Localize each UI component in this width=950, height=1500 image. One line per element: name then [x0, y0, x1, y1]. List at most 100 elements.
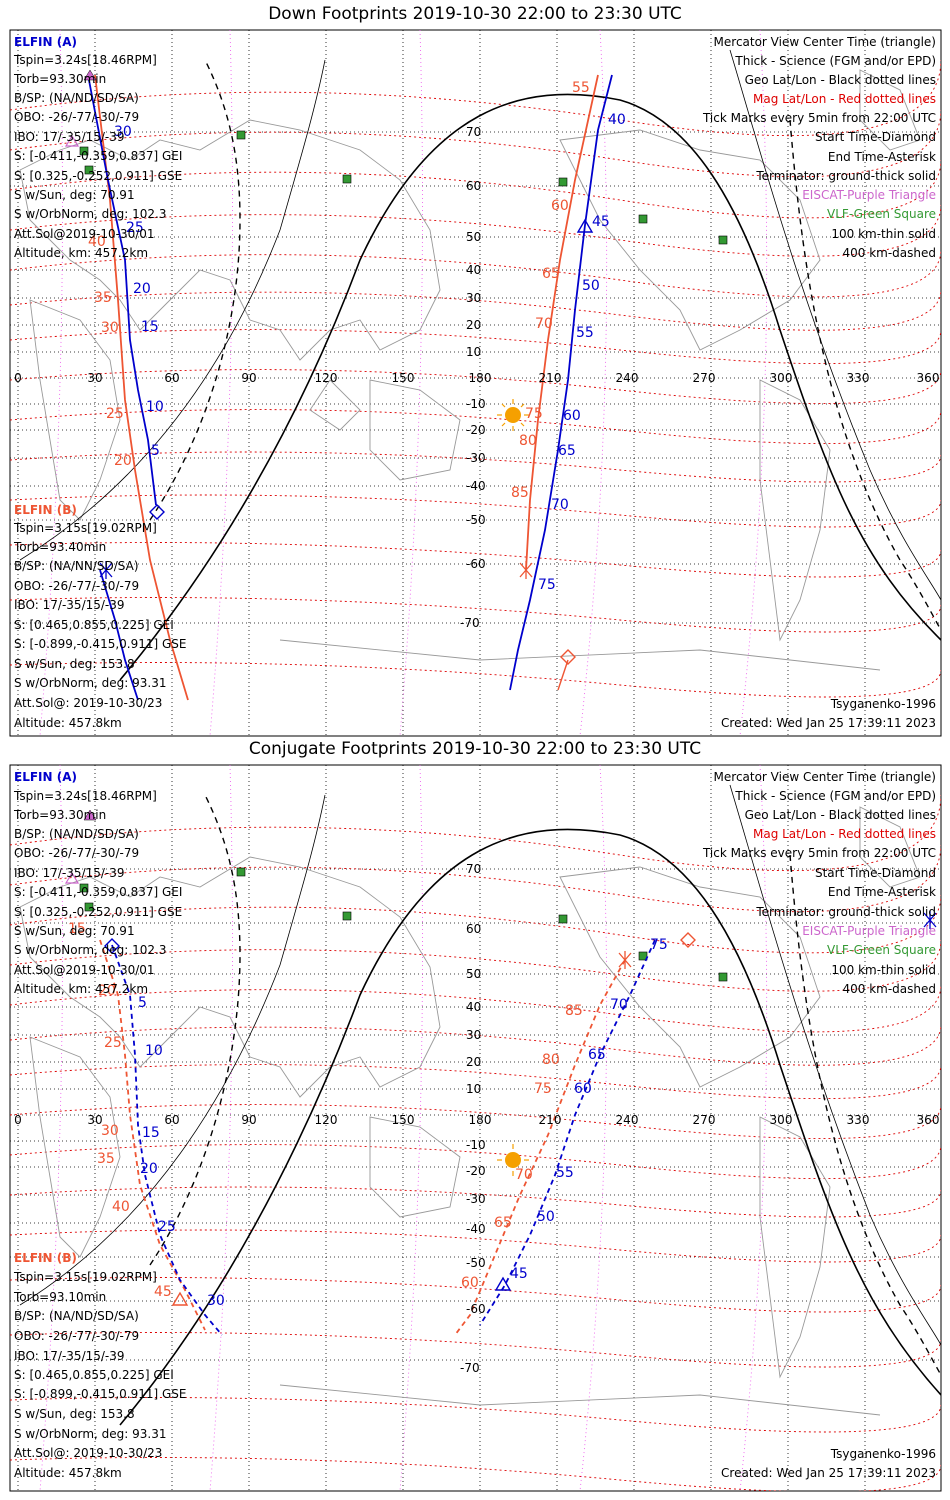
svg-text:Thick - Science (FGM and/or EP: Thick - Science (FGM and/or EPD) — [734, 54, 936, 68]
svg-text:150: 150 — [392, 1113, 415, 1127]
svg-text:Created: Wed Jan 25 17:39:11 2: Created: Wed Jan 25 17:39:11 2023 — [721, 1466, 936, 1480]
sun-icon — [497, 1144, 529, 1176]
down-map: 0 30 60 90 120 150 180 210 240 270 300 3… — [9, 29, 942, 737]
terminator-100km — [19, 784, 941, 1346]
svg-text:400 km-dashed: 400 km-dashed — [842, 246, 936, 260]
svg-text:5: 5 — [151, 443, 160, 459]
elfin-b-track-left — [94, 74, 189, 701]
svg-text:Geo Lat/Lon - Black dotted lin: Geo Lat/Lon - Black dotted lines — [745, 73, 936, 87]
svg-text:Tsyganenko-1996: Tsyganenko-1996 — [830, 1447, 936, 1461]
svg-text:60: 60 — [461, 1275, 479, 1291]
svg-text:S w/OrbNorm, deg: 93.31: S w/OrbNorm, deg: 93.31 — [14, 1427, 166, 1441]
elfin-b-conj-track-left — [99, 939, 206, 1331]
mag-grid — [10, 59, 941, 698]
svg-text:180: 180 — [469, 371, 492, 385]
svg-text:Att.Sol@: 2019-10-30/23: Att.Sol@: 2019-10-30/23 — [14, 1446, 162, 1460]
svg-text:45: 45 — [510, 1266, 528, 1282]
svg-text:-20: -20 — [466, 423, 486, 437]
svg-text:60: 60 — [551, 198, 569, 214]
svg-text:S w/Sun, deg: 70.91: S w/Sun, deg: 70.91 — [14, 188, 135, 202]
svg-text:B/SP: (NA/NN/SD/SA): B/SP: (NA/NN/SD/SA) — [14, 559, 139, 573]
svg-text:20: 20 — [114, 453, 132, 469]
svg-text:20: 20 — [140, 1161, 158, 1177]
svg-text:25: 25 — [158, 1219, 176, 1235]
svg-text:ELFIN (A): ELFIN (A) — [14, 770, 77, 784]
svg-text:120: 120 — [315, 1113, 338, 1127]
elfin-b-mag-labels: 85 80 75 70 65 60 15 20 25 30 35 40 45 — [68, 921, 583, 1300]
svg-text:-70: -70 — [460, 616, 480, 630]
svg-text:50: 50 — [466, 967, 481, 981]
svg-text:Altitude: 457.8km: Altitude: 457.8km — [14, 716, 122, 730]
svg-text:-60: -60 — [466, 1302, 486, 1316]
svg-text:S: [0.325,-0.252,0.911] GSE: S: [0.325,-0.252,0.911] GSE — [14, 169, 182, 183]
svg-text:400 km-dashed: 400 km-dashed — [842, 982, 936, 996]
svg-text:70: 70 — [551, 497, 569, 513]
svg-text:Tsyganenko-1996: Tsyganenko-1996 — [830, 697, 936, 711]
svg-text:25: 25 — [126, 220, 144, 236]
svg-text:0: 0 — [14, 371, 22, 385]
svg-text:ELFIN (A): ELFIN (A) — [14, 35, 77, 49]
svg-text:S w/Sun, deg: 70.91: S w/Sun, deg: 70.91 — [14, 924, 135, 938]
svg-text:B/SP: (NA/ND/SD/SA): B/SP: (NA/ND/SD/SA) — [14, 91, 139, 105]
svg-text:50: 50 — [466, 230, 481, 244]
elfin-a-conj-track-left — [111, 944, 223, 1336]
eiscat-site — [64, 134, 80, 147]
svg-text:Att.Sol@: 2019-10-30/23: Att.Sol@: 2019-10-30/23 — [14, 696, 162, 710]
svg-text:55: 55 — [556, 1165, 574, 1181]
svg-text:-60: -60 — [466, 557, 486, 571]
svg-text:40: 40 — [466, 263, 481, 277]
svg-text:60: 60 — [164, 1113, 179, 1127]
svg-text:45: 45 — [154, 1284, 172, 1300]
svg-text:65: 65 — [494, 1215, 512, 1231]
svg-text:ELFIN (B): ELFIN (B) — [14, 1251, 77, 1265]
lon-tick-labels: 0 30 60 90 120 150 180 210 240 270 300 3… — [14, 1113, 939, 1127]
svg-text:Start Time-Diamond: Start Time-Diamond — [815, 130, 936, 144]
svg-text:IBO: 17/-35/15/-39: IBO: 17/-35/15/-39 — [14, 598, 125, 612]
svg-text:10: 10 — [145, 1043, 163, 1059]
elfin-b-mag-labels: 55 60 65 70 75 80 85 40 35 30 25 20 — [88, 80, 590, 501]
svg-text:70: 70 — [466, 125, 481, 139]
svg-text:40: 40 — [88, 234, 106, 250]
svg-text:70: 70 — [515, 1167, 533, 1183]
geo-grid — [10, 765, 941, 1491]
lat-tick-labels: 70 60 50 40 30 20 10 -10 -20 -30 -40 -50… — [460, 862, 486, 1375]
svg-text:IBO: 17/-35/15/-39: IBO: 17/-35/15/-39 — [14, 1349, 125, 1363]
svg-text:OBO: -26/-77/-30/-79: OBO: -26/-77/-30/-79 — [14, 579, 139, 593]
svg-text:360: 360 — [917, 371, 940, 385]
svg-text:-20: -20 — [466, 1164, 486, 1178]
terminator-400km — [149, 59, 941, 631]
svg-text:330: 330 — [847, 371, 870, 385]
svg-text:210: 210 — [539, 371, 562, 385]
svg-text:15: 15 — [141, 319, 159, 335]
svg-text:30: 30 — [466, 291, 481, 305]
conj-map: 0 30 60 90 120 150 180 210 240 270 300 3… — [9, 764, 942, 1492]
svg-text:Terminator: ground-thick solid: Terminator: ground-thick solid — [755, 169, 936, 183]
svg-text:Att.Sol@2019-10-30/01: Att.Sol@2019-10-30/01 — [14, 227, 155, 241]
vlf-sites — [79, 867, 728, 982]
svg-text:75: 75 — [650, 937, 668, 953]
svg-text:360: 360 — [917, 1113, 940, 1127]
svg-text:20: 20 — [98, 983, 116, 999]
svg-text:15: 15 — [142, 1125, 160, 1141]
coastlines — [19, 806, 921, 1416]
svg-text:Torb=93.10min: Torb=93.10min — [13, 1290, 106, 1304]
svg-text:75: 75 — [525, 406, 543, 422]
svg-text:65: 65 — [558, 443, 576, 459]
elfin-a-tick-labels: 75 70 65 60 55 50 45 5 10 15 20 25 30 — [138, 937, 668, 1309]
svg-text:Created: Wed Jan 25 17:39:11 2: Created: Wed Jan 25 17:39:11 2023 — [721, 716, 936, 730]
svg-text:Tspin=3.24s[18.46RPM]: Tspin=3.24s[18.46RPM] — [13, 789, 157, 803]
svg-text:Terminator: ground-thick solid: Terminator: ground-thick solid — [755, 905, 936, 919]
svg-text:80: 80 — [519, 433, 537, 449]
svg-text:Att.Sol@2019-10-30/01: Att.Sol@2019-10-30/01 — [14, 963, 155, 977]
svg-text:300: 300 — [770, 1113, 793, 1127]
svg-text:45: 45 — [592, 214, 610, 230]
svg-text:30: 30 — [101, 320, 119, 336]
elfin-b-track-bottom — [557, 659, 569, 691]
svg-text:270: 270 — [693, 1113, 716, 1127]
svg-text:5: 5 — [138, 995, 147, 1011]
svg-text:10: 10 — [146, 399, 164, 415]
elfin-a-track-left-lower — [99, 569, 139, 701]
elfin-b-end-asterisk — [618, 951, 632, 969]
svg-text:-50: -50 — [466, 1256, 486, 1270]
svg-text:50: 50 — [582, 278, 600, 294]
